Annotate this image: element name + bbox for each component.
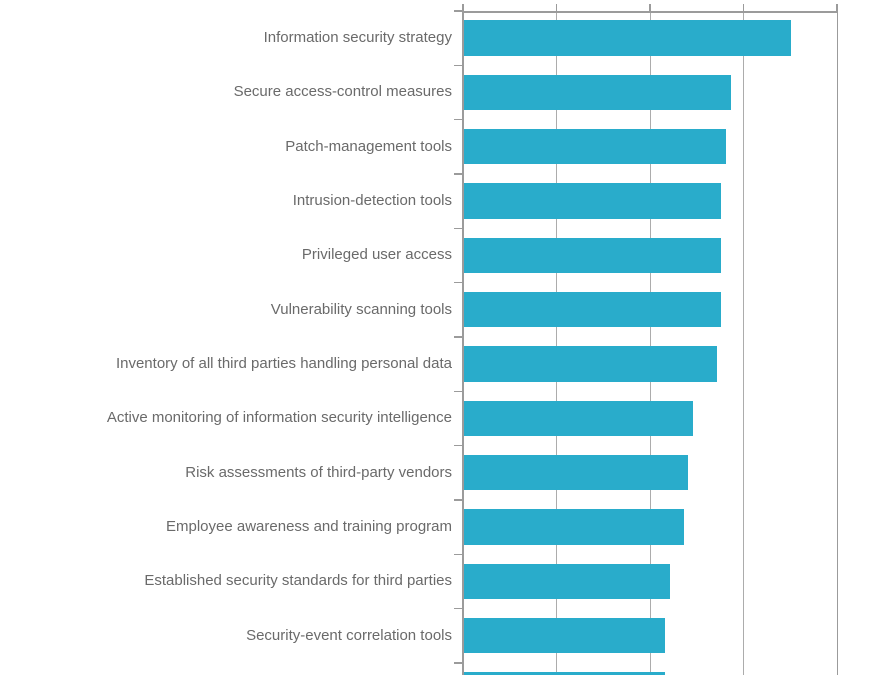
plot-top-border — [462, 11, 838, 13]
x-axis-tick — [649, 4, 651, 11]
y-axis-tick — [454, 499, 462, 501]
category-label: Employee awareness and training program — [166, 517, 452, 535]
bar — [464, 74, 731, 110]
category-label: Vulnerability scanning tools — [270, 300, 452, 318]
bar — [464, 454, 689, 491]
x-axis-tick — [836, 4, 838, 11]
y-axis-tick — [454, 118, 462, 121]
y-axis-line — [462, 4, 464, 675]
bar — [464, 291, 722, 328]
bar — [464, 128, 726, 165]
y-axis-tick — [454, 64, 462, 67]
x-axis-tick — [742, 4, 744, 11]
bar — [464, 346, 717, 382]
category-label: Privileged user access — [301, 246, 452, 264]
category-label: Inventory of all third parties handling … — [115, 354, 452, 372]
bar — [464, 400, 694, 436]
category-label: Security-event correlation tools — [246, 626, 452, 644]
category-label: Information security strategy — [263, 29, 452, 46]
y-axis-tick — [454, 173, 462, 175]
bar — [464, 563, 670, 599]
y-axis-tick — [454, 10, 462, 12]
x-axis-tick — [555, 4, 557, 11]
category-label: Risk assessments of third-party vendors — [185, 463, 452, 481]
category-label: Intrusion-detection tools — [292, 191, 452, 209]
y-axis-tick — [454, 444, 462, 447]
bar-partial — [464, 672, 665, 675]
bar — [464, 20, 792, 56]
y-axis-tick — [454, 553, 462, 555]
y-axis-tick — [454, 227, 462, 230]
bar — [464, 509, 684, 545]
category-label: Secure access-control measures — [233, 83, 452, 101]
y-axis-tick — [454, 662, 462, 664]
y-axis-tick — [454, 390, 462, 393]
x-gridline — [649, 11, 651, 675]
x-gridline — [556, 11, 557, 675]
plot-right-border — [836, 11, 838, 675]
y-axis-tick — [454, 607, 462, 610]
category-label: Active monitoring of information securit… — [106, 409, 452, 427]
x-gridline — [743, 11, 744, 675]
y-axis-tick — [454, 281, 462, 284]
category-label: Patch-management tools — [285, 137, 452, 155]
category-label: Established security standards for third… — [144, 572, 452, 590]
y-axis-tick — [454, 336, 462, 338]
bar — [464, 617, 665, 654]
bar — [464, 237, 722, 273]
bar — [464, 183, 722, 219]
